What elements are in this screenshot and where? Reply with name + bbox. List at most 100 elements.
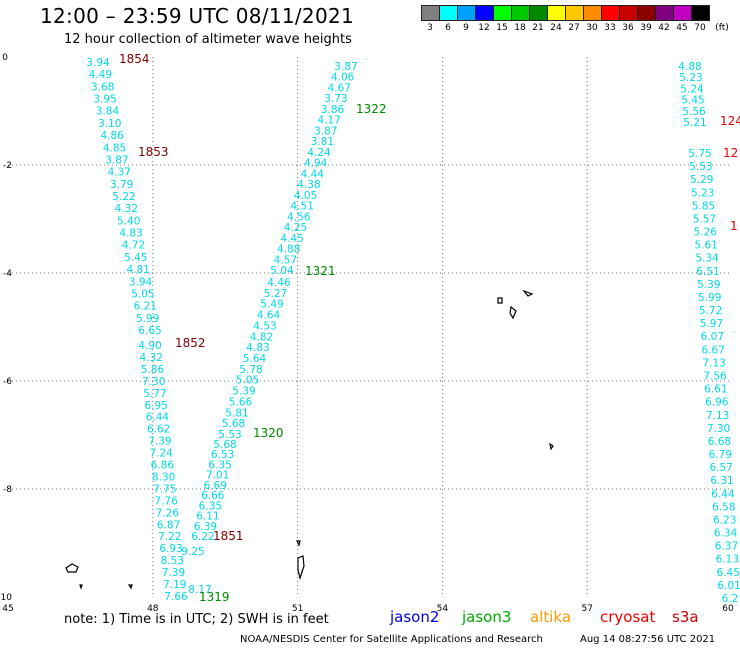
wave-height-label: 5.66 xyxy=(229,396,253,408)
wave-height-label: 5.27 xyxy=(264,288,287,300)
wave-height-label: 7.19 xyxy=(163,579,186,591)
map-title: 12:00 – 23:59 UTC 08/11/2021 xyxy=(40,4,355,28)
wave-height-label: 3.10 xyxy=(98,118,121,130)
wave-height-label: 5.81 xyxy=(225,407,248,419)
wave-height-label: 4.83 xyxy=(246,342,269,354)
color-label-27: 27 xyxy=(568,23,580,33)
wave-height-label: 4.32 xyxy=(115,203,138,215)
wave-height-label: 4.82 xyxy=(250,331,273,343)
wave-height-label: 5.61 xyxy=(694,240,717,252)
wave-height-label: 6.22 xyxy=(191,531,214,543)
wave-height-label: 4.32 xyxy=(140,352,163,364)
wave-height-label: 7.30 xyxy=(142,376,165,388)
wave-height-label: 3.86 xyxy=(321,104,345,116)
wave-height-label: 7.22 xyxy=(158,531,181,543)
legend-altika: altika xyxy=(530,608,572,626)
wave-height-label: 6.61 xyxy=(704,384,727,396)
wave-height-label: 3.84 xyxy=(96,106,120,118)
wave-height-label: 5.45 xyxy=(681,95,704,107)
wave-height-label: 3.87 xyxy=(334,61,357,73)
y-tick-label: -4 xyxy=(3,269,12,279)
color-label-24: 24 xyxy=(550,23,562,33)
island-coastline xyxy=(127,584,133,590)
wave-height-label: 4.17 xyxy=(317,115,340,127)
wave-height-label: 4.49 xyxy=(89,69,112,81)
pass-label-1852: 1852 xyxy=(175,336,206,350)
wave-height-label: 5.64 xyxy=(243,353,267,365)
wave-height-label: 7.66 xyxy=(164,591,188,603)
wave-height-label: 6.31 xyxy=(710,475,733,487)
pass-label-1321: 1321 xyxy=(305,264,336,278)
legend-jason2: jason2 xyxy=(390,608,440,626)
wave-height-label: 7.76 xyxy=(154,495,178,507)
wave-height-label: 5.99 xyxy=(136,313,159,325)
wave-height-label: 4.94 xyxy=(304,158,328,170)
color-label-18: 18 xyxy=(514,23,526,33)
color-label-9: 9 xyxy=(463,23,469,33)
pass-label-12: 12 xyxy=(723,146,738,160)
wave-height-label: 6.39 xyxy=(194,521,217,533)
wave-height-label: 5.72 xyxy=(699,305,722,317)
wave-height-label: 6.45 xyxy=(717,567,740,579)
wave-height-label: 4.88 xyxy=(277,244,300,256)
wave-height-label: 6.95 xyxy=(144,400,167,412)
wave-height-label: 7.56 xyxy=(703,371,727,383)
x-tick-label: 60 xyxy=(722,604,734,614)
wave-height-label: 5.86 xyxy=(141,364,165,376)
wave-height-label: 4.81 xyxy=(126,264,149,276)
wave-height-label: 5.75 xyxy=(688,148,711,160)
color-label-70: 70 xyxy=(694,23,706,33)
color-label-15: 15 xyxy=(496,23,508,33)
wave-height-label: 4.24 xyxy=(307,147,331,159)
wave-height-label: 5.21 xyxy=(683,117,706,129)
wave-height-label: 7.30 xyxy=(707,423,730,435)
footer-note: note: 1) Time is in UTC; 2) SWH is in fe… xyxy=(64,612,329,627)
wave-height-label: 6.86 xyxy=(151,460,175,472)
wave-height-label: 4.85 xyxy=(103,142,126,154)
color-label-30: 30 xyxy=(586,23,598,33)
wave-height-label: 3.87 xyxy=(314,125,337,137)
wave-height-label: 4.67 xyxy=(328,82,351,94)
wave-height-label: 6.23 xyxy=(713,514,736,526)
wave-height-label: 4.46 xyxy=(267,277,291,289)
x-tick-label: 51 xyxy=(292,604,303,614)
wave-height-label: 4.51 xyxy=(291,201,314,213)
wave-height-label: 4.06 xyxy=(331,72,355,84)
wave-height-label: 6.66 xyxy=(201,490,225,502)
wave-height-label: 4.56 xyxy=(287,211,311,223)
wave-height-label: 3.73 xyxy=(324,93,347,105)
color-label-3: 3 xyxy=(427,23,433,33)
wave-height-label: 5.57 xyxy=(693,213,716,225)
wave-height-label: 6.57 xyxy=(709,462,732,474)
pass-label-1853: 1853 xyxy=(138,145,169,159)
wave-height-label: 4.38 xyxy=(297,179,320,191)
island-coastline xyxy=(296,540,301,547)
x-tick-label: 57 xyxy=(581,604,592,614)
wave-height-label: 4.05 xyxy=(294,190,317,202)
wave-height-label: 5.23 xyxy=(679,72,702,84)
wave-height-label: 5.56 xyxy=(682,106,706,118)
wave-height-label: 4.45 xyxy=(280,233,303,245)
wave-height-label: 4.86 xyxy=(100,130,124,142)
wave-height-label: 5.23 xyxy=(691,187,714,199)
wave-height-label: 6.65 xyxy=(138,325,161,337)
wave-height-label: 9.25 xyxy=(181,546,204,558)
wave-height-label: 4.37 xyxy=(108,167,131,179)
wave-height-label: 3.94 xyxy=(86,57,110,69)
wave-height-label: 6.58 xyxy=(712,501,735,513)
wave-height-label: 5.77 xyxy=(143,388,166,400)
wave-height-label: 6.07 xyxy=(701,331,724,343)
color-label-33: 33 xyxy=(604,23,616,33)
pass-label-124: 124 xyxy=(720,114,740,128)
y-tick-label: -10 xyxy=(0,593,12,603)
wave-height-label: 5.68 xyxy=(222,418,245,430)
y-tick-label: -6 xyxy=(3,377,12,387)
color-label-36: 36 xyxy=(622,23,634,33)
island-coastline xyxy=(522,289,534,297)
y-tick-label: -2 xyxy=(3,161,12,171)
wave-height-label: 4.72 xyxy=(122,240,145,252)
wave-height-label: 6.01 xyxy=(717,580,740,592)
wave-height-label: 3.81 xyxy=(311,136,334,148)
map-subtitle: 12 hour collection of altimeter wave hei… xyxy=(64,32,352,47)
